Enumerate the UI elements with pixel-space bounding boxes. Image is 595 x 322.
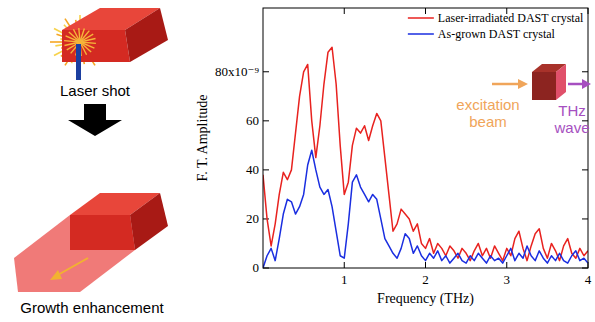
legend-swatch [408, 33, 434, 35]
x-tick [344, 8, 345, 14]
series-line [263, 150, 588, 268]
thz-arrow [568, 83, 584, 86]
growth-arrow-head [50, 270, 62, 280]
y-tick-label: 20 [246, 211, 259, 226]
x-tick-label: 4 [585, 272, 592, 287]
laser-ray [69, 32, 80, 42]
figure: Laser shot Growth enhancement 0 20 40 60 80x10… [0, 0, 595, 322]
annotation: THzwave [553, 102, 589, 136]
diagram: Laser shot Growth enhancement [14, 8, 168, 316]
x-tick [506, 262, 507, 268]
y-tick-label: 60 [246, 113, 259, 128]
x-axis-title: Frequency (THz) [377, 291, 474, 307]
x-tick-label: 3 [504, 272, 511, 287]
y-tick-label: 80x10⁻⁹ [215, 64, 259, 79]
x-tick [425, 262, 426, 268]
legend: Laser-irradiated DAST crystal As-grown DA… [408, 11, 584, 41]
laser-ray [80, 39, 96, 42]
x-tick [425, 8, 426, 14]
crystal-side [125, 8, 168, 62]
growth-label: Growth enhancement [20, 299, 164, 316]
laser-beam [76, 44, 81, 80]
beam-arrow-head [518, 79, 528, 89]
growth-arrow [56, 258, 88, 276]
y-tick-label: 40 [246, 162, 259, 177]
y-tick [263, 218, 269, 219]
growth-region [14, 215, 135, 292]
plot-frame [263, 8, 588, 268]
crystal-front [70, 215, 135, 250]
crystal-front [532, 72, 556, 100]
x-tick-label: 1 [341, 272, 348, 287]
arrow [68, 104, 122, 136]
annotation: excitationbeam [456, 96, 519, 130]
laser-ray [80, 42, 91, 52]
y-tick [582, 218, 588, 219]
crystal-side [130, 193, 168, 250]
crystal-front [62, 30, 130, 62]
legend-label: Laser-irradiated DAST crystal [438, 11, 584, 25]
beam-arrow [492, 83, 520, 86]
y-tick [582, 169, 588, 170]
y-axis-title: F. T. Amplitude [195, 94, 210, 181]
y-tick [582, 71, 588, 72]
y-tick [263, 120, 269, 121]
x-tick [344, 262, 345, 268]
legend-swatch [408, 17, 434, 19]
y-tick-label: 0 [253, 260, 260, 275]
chart: 0 20 40 60 80x10⁻⁹ 1 2 3 4 Frequency (THz) F. T. A… [195, 8, 592, 307]
inset: excitationbeam THzwave [456, 64, 591, 136]
plot-area [263, 47, 588, 268]
legend-label: As-grown DAST crystal [438, 27, 556, 41]
thz-arrow-head [582, 79, 591, 89]
x-tick-label: 2 [422, 272, 429, 287]
laser-ray [79, 28, 80, 42]
y-tick [263, 169, 269, 170]
y-tick [263, 71, 269, 72]
crystal-side [556, 64, 566, 100]
laser-label: Laser shot [60, 82, 131, 99]
